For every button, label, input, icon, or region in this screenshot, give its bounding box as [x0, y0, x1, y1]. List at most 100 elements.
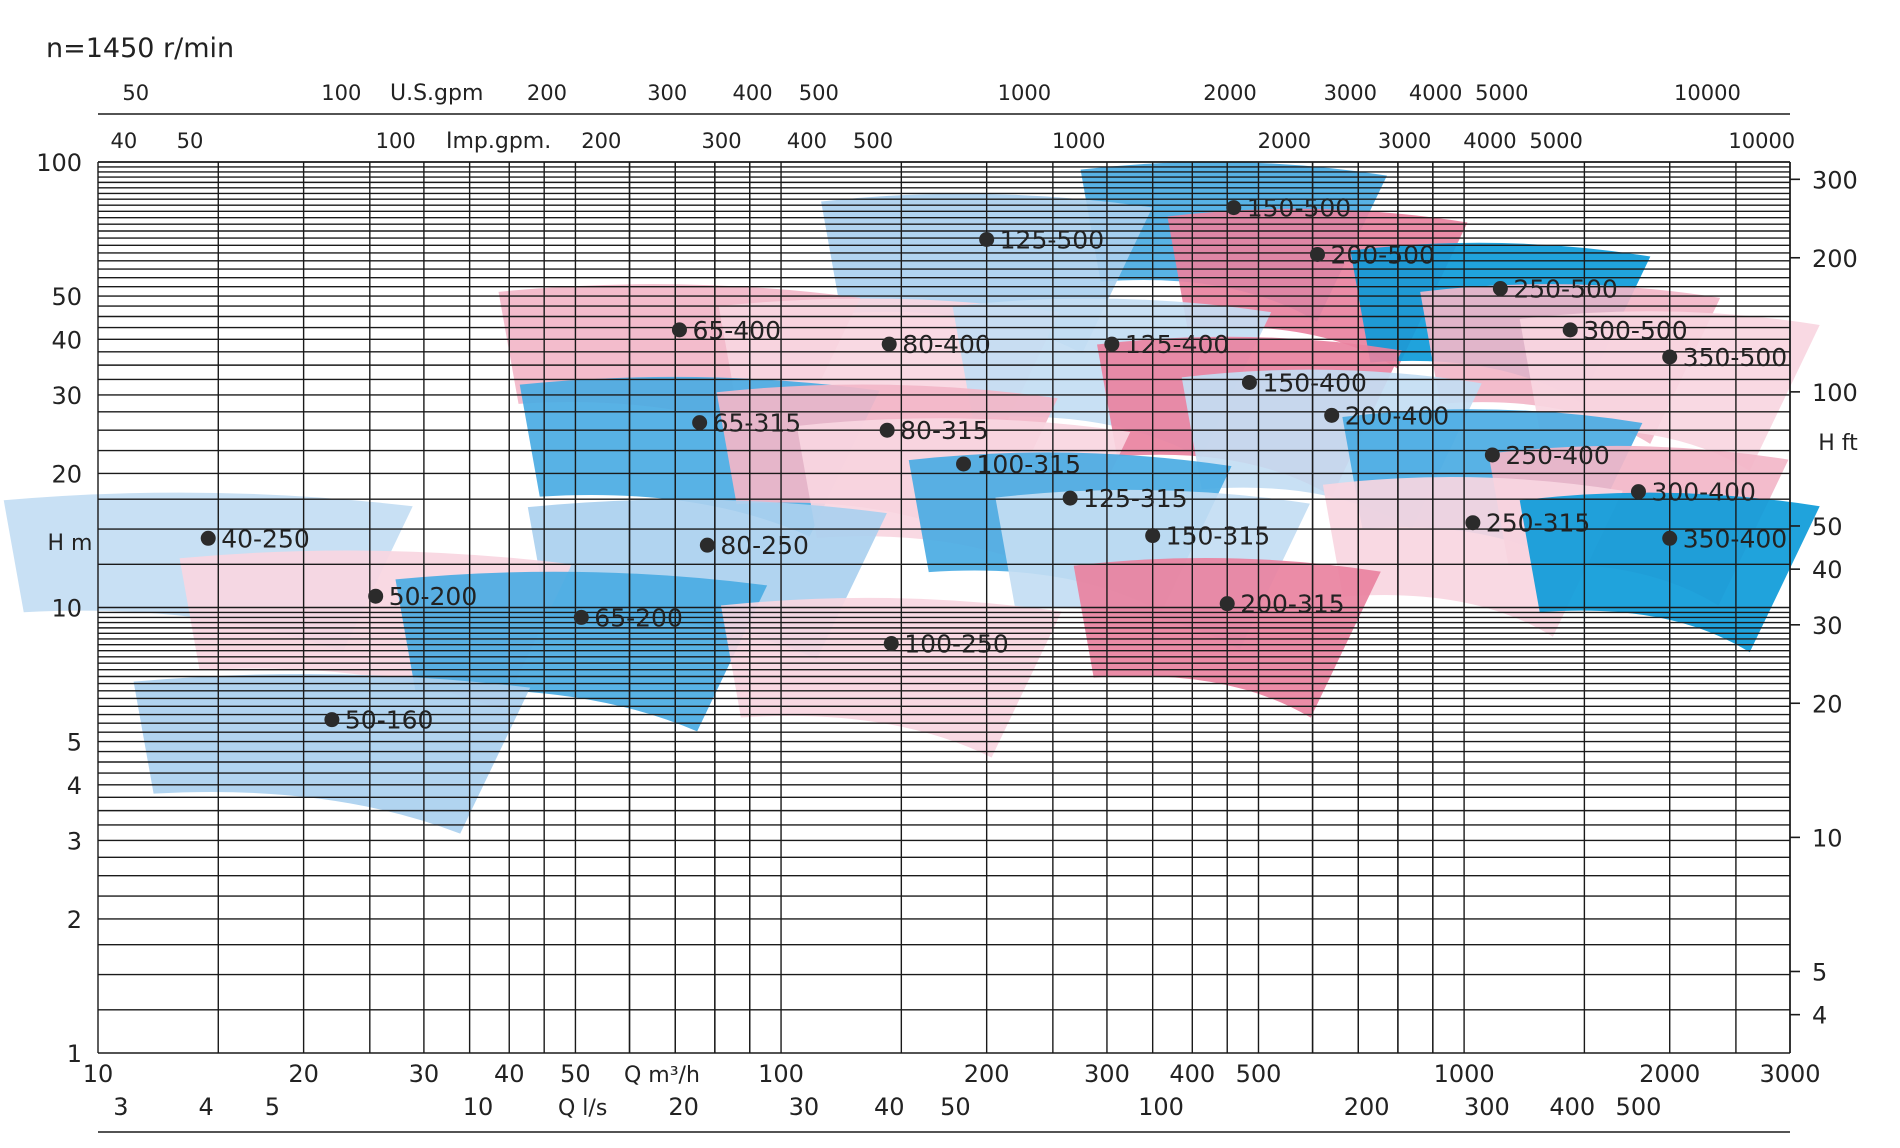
point-100-315 — [956, 456, 972, 472]
label-150-400: 150-400 — [1262, 368, 1366, 397]
label-40-250: 40-250 — [221, 524, 310, 553]
q-ls-tick: 100 — [1138, 1093, 1184, 1121]
performance-bands — [3, 161, 1820, 834]
us-gpm-tick: 500 — [799, 81, 839, 105]
point-350-500 — [1662, 349, 1678, 365]
model-labels: 50-160 40-250 50-200 65-200 80-250 100-250 65-… — [221, 194, 1787, 735]
q-ls-tick: 40 — [874, 1093, 905, 1121]
h-m-tick: 2 — [67, 906, 82, 934]
h-m-tick: 3 — [67, 827, 82, 855]
point-200-500 — [1309, 246, 1325, 262]
h-m-tick: 1 — [67, 1040, 82, 1068]
h-ft-tick: 100 — [1812, 379, 1858, 407]
label-150-500: 150-500 — [1247, 194, 1351, 223]
imp-gpm-tick: 5000 — [1529, 129, 1582, 153]
h-ft-tick: 50 — [1812, 513, 1843, 541]
label-125-400: 125-400 — [1125, 330, 1229, 359]
q-m3h-tick: 400 — [1169, 1060, 1215, 1088]
point-250-400 — [1484, 447, 1500, 463]
point-125-500 — [979, 231, 995, 247]
imp-gpm-tick: 10000 — [1728, 129, 1795, 153]
point-50-160 — [324, 712, 340, 728]
h-ft-tick: 200 — [1812, 245, 1858, 273]
label-350-400: 350-400 — [1683, 524, 1787, 553]
label-250-500: 250-500 — [1513, 275, 1617, 304]
label-125-315: 125-315 — [1083, 484, 1187, 513]
h-m-tick: 30 — [51, 382, 82, 410]
q-ls-tick: 30 — [789, 1093, 820, 1121]
imp-gpm-tick: 400 — [787, 129, 827, 153]
q-ls-label: Q l/s — [558, 1096, 607, 1121]
point-150-400 — [1241, 374, 1257, 390]
h-ft-tick: 20 — [1812, 690, 1843, 718]
label-65-400: 65-400 — [692, 316, 781, 345]
q-m3h-tick: 20 — [288, 1060, 319, 1088]
h-ft-tick: 30 — [1812, 612, 1843, 640]
us-gpm-label: U.S.gpm — [390, 81, 483, 106]
label-300-500: 300-500 — [1583, 316, 1687, 345]
label-80-250: 80-250 — [720, 531, 809, 560]
us-gpm-tick: 10000 — [1674, 81, 1741, 105]
point-125-315 — [1062, 490, 1078, 506]
point-80-250 — [699, 537, 715, 553]
q-m3h-tick: 40 — [494, 1060, 525, 1088]
point-80-400 — [881, 336, 897, 352]
us-gpm-tick: 5000 — [1475, 81, 1528, 105]
h-m-tick: 100 — [36, 149, 82, 177]
point-65-315 — [692, 415, 708, 431]
q-m3h-tick: 30 — [409, 1060, 440, 1088]
label-200-315: 200-315 — [1240, 590, 1344, 619]
label-150-315: 150-315 — [1166, 522, 1270, 551]
imp-gpm-label: Imp.gpm. — [446, 129, 551, 154]
band-100-250 — [720, 597, 1062, 758]
label-80-400: 80-400 — [902, 330, 991, 359]
q-m3h-tick: 3000 — [1759, 1060, 1820, 1088]
chart-grid — [97, 161, 1791, 1054]
h-ft-tick: 5 — [1812, 958, 1827, 986]
imp-gpm-tick: 200 — [581, 129, 621, 153]
point-300-500 — [1562, 322, 1578, 338]
us-gpm-tick: 200 — [527, 81, 567, 105]
q-m3h-tick: 10 — [83, 1060, 114, 1088]
q-m3h-tick: 500 — [1236, 1060, 1282, 1088]
point-50-200 — [368, 588, 384, 604]
point-350-400 — [1662, 530, 1678, 546]
h-ft-label: H ft — [1818, 431, 1858, 456]
label-65-315: 65-315 — [713, 409, 802, 438]
point-40-250 — [200, 530, 216, 546]
us-gpm-tick: 300 — [647, 81, 687, 105]
label-200-400: 200-400 — [1345, 401, 1449, 430]
imp-gpm-tick: 3000 — [1378, 129, 1431, 153]
q-ls-tick: 10 — [463, 1093, 494, 1121]
q-ls-tick: 3 — [113, 1093, 128, 1121]
q-ls-tick: 200 — [1344, 1093, 1390, 1121]
model-points — [200, 200, 1678, 728]
label-100-250: 100-250 — [904, 630, 1008, 659]
label-65-200: 65-200 — [594, 603, 683, 632]
point-200-400 — [1324, 407, 1340, 423]
q-ls-tick: 300 — [1464, 1093, 1510, 1121]
imp-gpm-tick: 100 — [376, 129, 416, 153]
q-m3h-tick: 100 — [758, 1060, 804, 1088]
imp-gpm-tick: 40 — [110, 129, 137, 153]
us-gpm-tick: 4000 — [1409, 81, 1462, 105]
h-m-tick: 20 — [51, 460, 82, 488]
us-gpm-tick: 400 — [733, 81, 773, 105]
label-200-500: 200-500 — [1330, 240, 1434, 269]
q-m3h-tick: 200 — [964, 1060, 1010, 1088]
q-ls-tick: 4 — [199, 1093, 214, 1121]
label-80-315: 80-315 — [900, 416, 989, 445]
label-50-160: 50-160 — [345, 706, 434, 735]
label-125-500: 125-500 — [1000, 225, 1104, 254]
h-m-tick: 50 — [51, 283, 82, 311]
chart-axes: 50 100 200 300 400 500 1000 2000 3000 4000 5000 100… — [36, 81, 1858, 1133]
h-m-tick: 10 — [51, 595, 82, 623]
point-300-400 — [1630, 484, 1646, 500]
h-ft-tick: 10 — [1812, 824, 1843, 852]
imp-gpm-tick: 4000 — [1463, 129, 1516, 153]
q-ls-tick: 5 — [265, 1093, 280, 1121]
q-m3h-label: Q m³/h — [624, 1063, 700, 1088]
q-m3h-tick: 300 — [1084, 1060, 1130, 1088]
label-100-315: 100-315 — [977, 450, 1081, 479]
